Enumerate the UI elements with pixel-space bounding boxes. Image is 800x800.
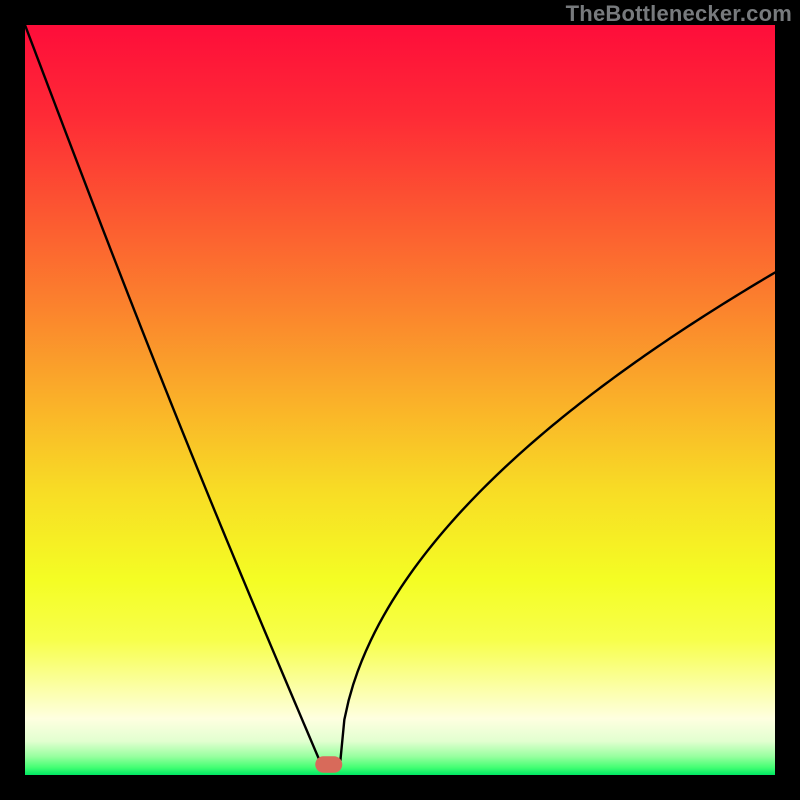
minimum-marker bbox=[315, 756, 342, 773]
watermark-text: TheBottlenecker.com bbox=[566, 1, 792, 27]
chart-container: TheBottlenecker.com bbox=[0, 0, 800, 800]
chart-svg bbox=[25, 25, 775, 775]
gradient-background bbox=[25, 25, 775, 775]
plot-area bbox=[25, 25, 775, 775]
